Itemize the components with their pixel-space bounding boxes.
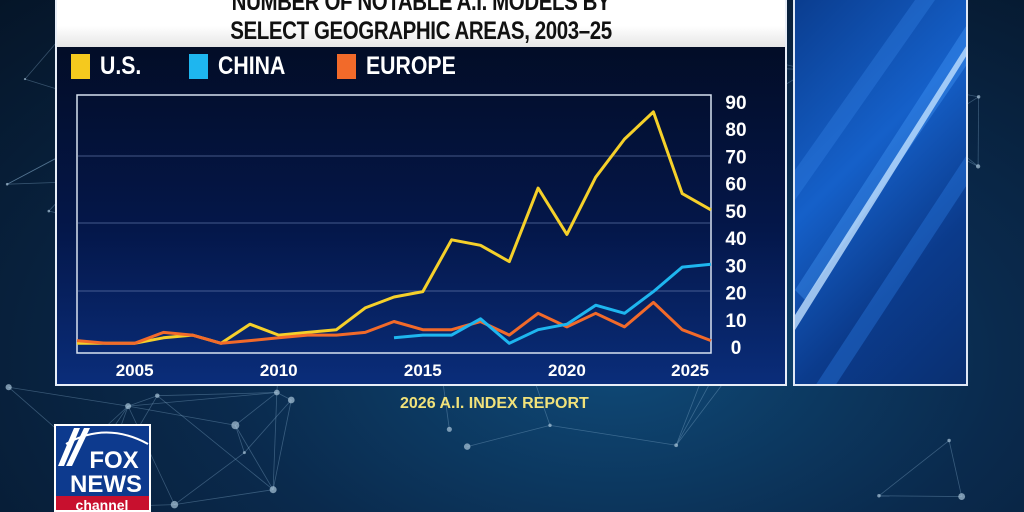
network-line: [272, 392, 278, 490]
network-line: [174, 452, 245, 505]
chart-title: NUMBER OF NOTABLE A.I. MODELS BY SELECT …: [57, 0, 785, 47]
network-line: [127, 405, 175, 505]
y-tick-label: 20: [725, 284, 746, 305]
network-line: [878, 440, 950, 497]
network-line: [878, 495, 962, 497]
legend: U.S. CHINA EUROPE: [71, 52, 511, 81]
fox-news-channel-logo: FOX NEWS channel: [54, 424, 151, 512]
network-line: [8, 386, 129, 407]
network-line: [235, 392, 278, 426]
legend-item-china: CHINA: [188, 52, 297, 81]
network-node: [877, 494, 881, 498]
network-line: [244, 399, 292, 453]
svg-text:channel: channel: [76, 497, 129, 510]
y-tick-label: 90: [725, 93, 746, 114]
network-node: [273, 389, 280, 396]
network-node: [155, 393, 160, 398]
network-line: [675, 377, 703, 446]
legend-label: CHINA: [217, 52, 285, 80]
network-node: [976, 95, 981, 99]
network-line: [174, 489, 274, 506]
network-node: [975, 164, 981, 169]
network-line: [948, 440, 963, 497]
y-tick-label: 80: [725, 120, 746, 141]
side-graphic-panel: [793, 0, 968, 386]
series-line-china: [393, 262, 712, 345]
network-node: [5, 182, 9, 186]
legend-swatch: [336, 54, 356, 79]
network-node: [125, 403, 132, 410]
network-line: [127, 395, 158, 407]
network-node: [446, 426, 452, 432]
network-node: [463, 443, 471, 450]
network-line: [128, 405, 236, 426]
x-tick-label: 2015: [404, 361, 442, 380]
legend-label: U.S.: [100, 52, 142, 80]
chart-panel: NUMBER OF NOTABLE A.I. MODELS BY SELECT …: [55, 0, 787, 386]
network-line: [234, 425, 274, 490]
x-tick-label: 2025: [671, 361, 709, 380]
network-node: [269, 486, 277, 494]
x-tick-label: 2010: [260, 361, 298, 380]
network-line: [128, 392, 277, 407]
network-node: [947, 438, 951, 443]
network-line: [234, 425, 245, 453]
legend-label: EUROPE: [365, 52, 456, 80]
y-tick-label: 0: [731, 338, 742, 359]
source-caption: 2026 A.I. INDEX REPORT: [400, 395, 589, 412]
network-line: [467, 424, 551, 448]
network-line: [549, 424, 677, 446]
y-tick-label: 50: [725, 202, 746, 223]
network-node: [170, 500, 179, 509]
network-node: [548, 423, 552, 428]
network-line: [157, 392, 277, 397]
title-line-2: SELECT GEOGRAPHIC AREAS, 2003–25: [230, 17, 612, 45]
network-node: [958, 493, 966, 500]
network-node: [231, 421, 240, 430]
y-tick-label: 10: [725, 311, 746, 332]
network-node: [674, 443, 679, 448]
plot-frame: [76, 94, 712, 354]
network-node: [47, 209, 51, 213]
y-tick-label: 30: [725, 256, 746, 277]
x-tick-label: 2005: [116, 361, 154, 380]
network-line: [272, 399, 292, 490]
y-tick-label: 40: [725, 229, 746, 250]
legend-item-us: U.S.: [71, 52, 149, 81]
network-node: [242, 451, 246, 455]
diagonal-streaks: [795, 0, 966, 384]
network-node: [5, 384, 12, 391]
svg-text:NEWS: NEWS: [70, 471, 142, 498]
network-line: [157, 395, 274, 491]
network-node: [23, 78, 27, 81]
legend-swatch: [188, 54, 208, 79]
network-line: [977, 96, 980, 167]
network-node: [287, 396, 295, 404]
y-tick-label: 60: [725, 175, 746, 196]
svg-text:FOX: FOX: [89, 447, 138, 474]
legend-item-europe: EUROPE: [336, 52, 472, 81]
title-line-1: NUMBER OF NOTABLE A.I. MODELS BY: [231, 0, 611, 16]
x-tick-label: 2020: [548, 361, 586, 380]
legend-swatch: [71, 54, 90, 79]
y-tick-label: 70: [725, 147, 746, 168]
series-line-us: [77, 110, 712, 345]
